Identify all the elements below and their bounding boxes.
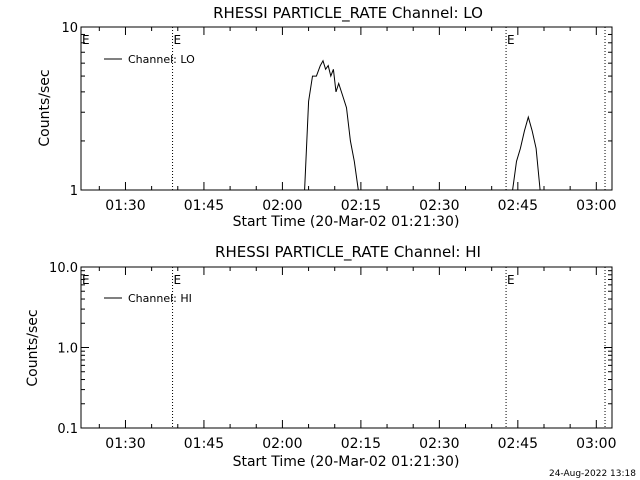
x-tick-label: 02:45	[498, 198, 538, 214]
x-tick-label: 01:45	[184, 198, 224, 214]
legend-label: Channel: LO	[128, 53, 195, 66]
x-tick-label: 02:30	[419, 198, 459, 214]
event-markers: E EE	[82, 267, 606, 428]
x-ticks: 01:30 01:45 02:00 02:15 02:30 02:45 03:00	[98, 267, 616, 452]
y-tick-label: 1.0	[57, 342, 78, 357]
event-marker-label: E	[82, 273, 90, 287]
x-tick-label: 01:30	[105, 198, 145, 214]
x-tick-label: 02:15	[341, 436, 381, 452]
x-tick-label: 03:00	[576, 198, 616, 214]
x-axis-label: Start Time (20-Mar-02 01:21:30)	[233, 214, 460, 230]
event-marker-label: E	[82, 33, 90, 47]
hi-channel-panel: RHESSI PARTICLE_RATE Channel: HI 01:30 01…	[25, 243, 616, 470]
plot-frame	[80, 26, 613, 191]
x-tick-label: 03:00	[576, 436, 616, 452]
data-curves	[304, 59, 541, 191]
y-ticks: 0.1 1.0 10.0	[49, 261, 612, 437]
y-ticks: 1 10	[61, 21, 612, 199]
footer-timestamp: 24-Aug-2022 13:18	[549, 469, 636, 479]
y-tick-label: 1	[70, 184, 78, 199]
x-tick-label: 02:00	[262, 198, 302, 214]
y-tick-label: 10.0	[49, 261, 78, 276]
y-axis-label: Counts/sec	[25, 309, 41, 386]
chart-title: RHESSI PARTICLE_RATE Channel: LO	[213, 4, 483, 23]
legend-label: Channel: HI	[128, 292, 192, 305]
x-tick-label: 02:15	[341, 198, 381, 214]
x-ticks: 01:30 01:45 02:00 02:15 02:30 02:45 03:00	[98, 27, 616, 214]
x-tick-label: 02:30	[419, 436, 459, 452]
event-marker-label: E	[507, 33, 515, 47]
event-marker-label: E	[174, 33, 182, 47]
series-line	[512, 115, 541, 191]
chart-title: RHESSI PARTICLE_RATE Channel: HI	[215, 243, 481, 262]
series-line	[304, 59, 359, 191]
x-tick-label: 01:30	[105, 436, 145, 452]
event-markers: E EE	[82, 27, 606, 190]
event-marker-label: E	[174, 273, 182, 287]
y-axis-label: Counts/sec	[37, 69, 53, 146]
x-tick-label: 02:00	[262, 436, 302, 452]
y-tick-label: 0.1	[57, 422, 78, 437]
lo-channel-panel: RHESSI PARTICLE_RATE Channel: LO 01:30 01…	[37, 4, 616, 230]
x-axis-label: Start Time (20-Mar-02 01:21:30)	[233, 454, 460, 470]
event-marker-label: E	[507, 273, 515, 287]
y-tick-label: 10	[61, 21, 78, 36]
x-tick-label: 01:45	[184, 436, 224, 452]
x-tick-label: 02:45	[498, 436, 538, 452]
